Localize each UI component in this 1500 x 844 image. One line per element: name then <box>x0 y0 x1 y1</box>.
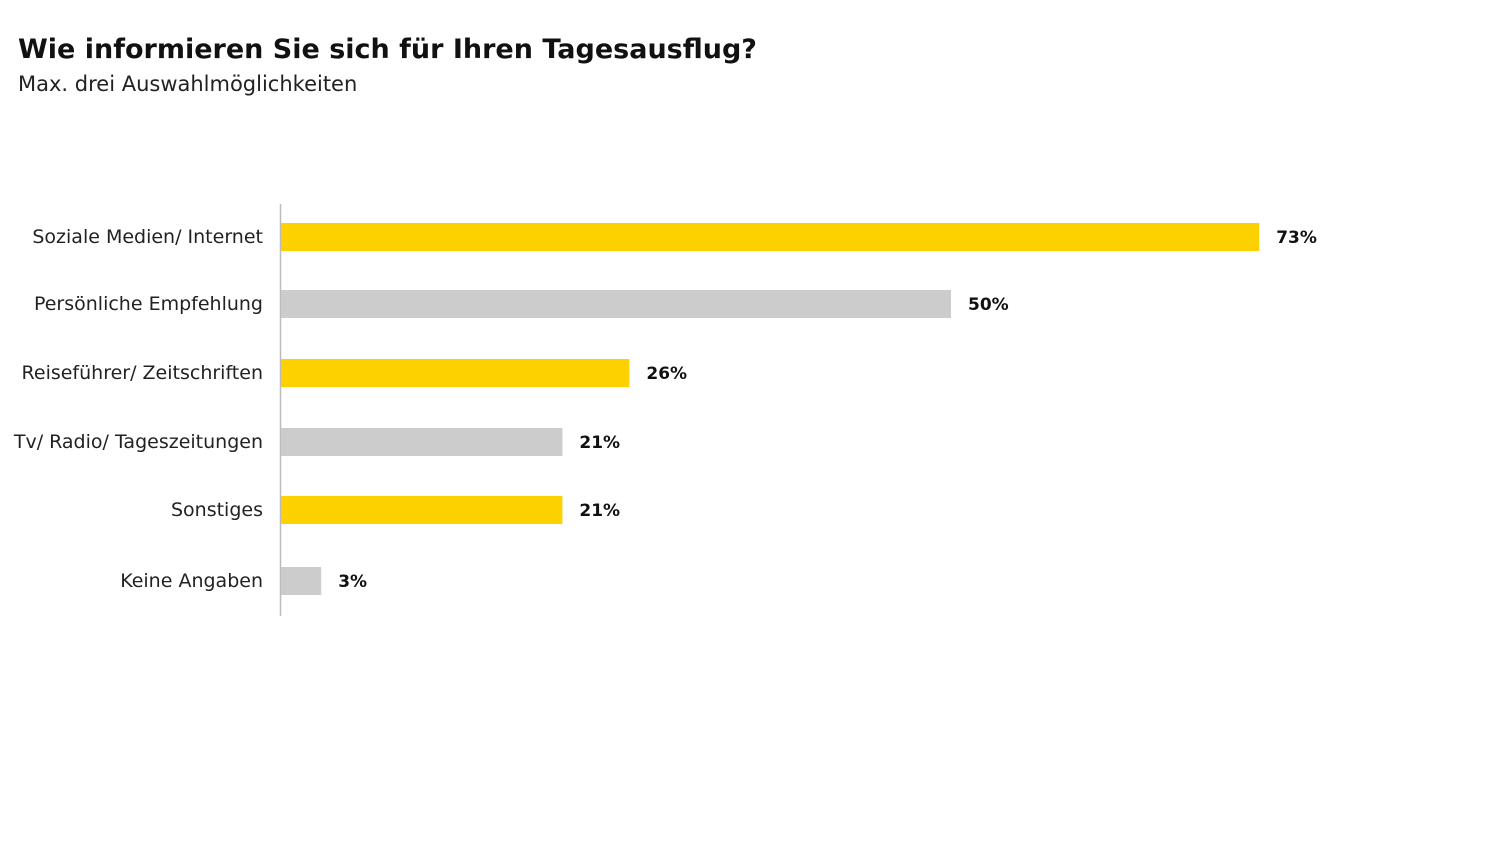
category-label-5: Sonstiges <box>171 499 263 521</box>
bar-1 <box>281 223 1260 251</box>
bar-4 <box>281 428 563 456</box>
value-label-5: 21% <box>579 501 620 521</box>
category-label-4: Tv/ Radio/ Tageszeitungen <box>13 431 263 453</box>
category-label-1: Soziale Medien/ Internet <box>32 226 263 248</box>
bar-6 <box>281 567 322 595</box>
bar-5 <box>281 496 563 524</box>
bar-2 <box>281 290 951 318</box>
category-label-3: Reiseführer/ Zeitschriften <box>22 362 263 384</box>
value-label-2: 50% <box>968 295 1009 315</box>
chart-title: Wie informieren Sie sich für Ihren Tages… <box>18 34 757 65</box>
chart-subtitle: Max. drei Auswahlmöglichkeiten <box>18 72 358 96</box>
category-label-6: Keine Angaben <box>120 570 263 592</box>
value-label-1: 73% <box>1276 228 1317 248</box>
bar-3 <box>281 359 630 387</box>
category-label-2: Persönliche Empfehlung <box>34 293 263 315</box>
value-label-3: 26% <box>646 364 687 384</box>
bars-group: Soziale Medien/ Internet 73% Persönliche E… <box>13 223 1317 595</box>
value-label-4: 21% <box>579 433 620 453</box>
value-label-6: 3% <box>338 572 367 592</box>
